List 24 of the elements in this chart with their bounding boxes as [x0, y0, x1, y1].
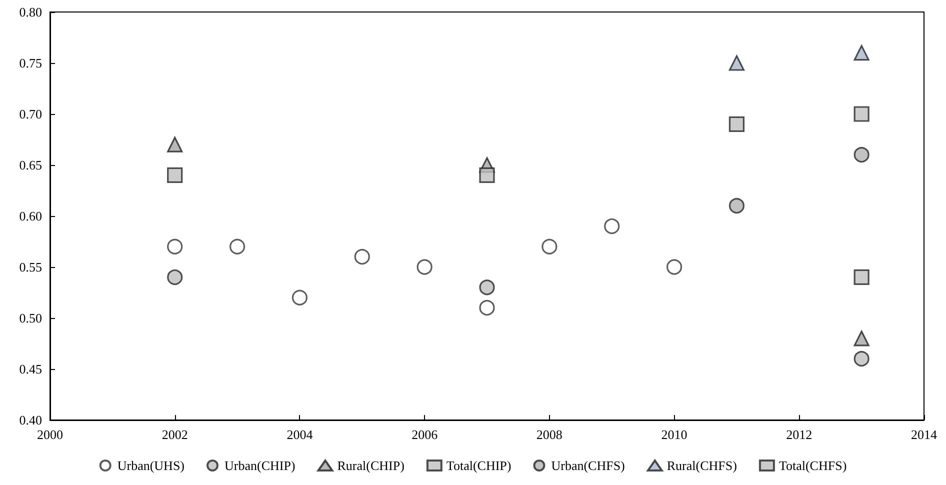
- legend-label: Total(CHFS): [778, 458, 847, 473]
- x-tick-label: 2002: [162, 427, 188, 442]
- legend-label: Rural(CHFS): [666, 458, 737, 473]
- y-tick-label: 0.50: [19, 310, 42, 326]
- legend-label: Rural(CHIP): [337, 458, 404, 473]
- y-tick-label: 0.45: [19, 362, 42, 376]
- x-tick-label: 2014: [911, 427, 938, 442]
- legend-label: Total(CHIP): [446, 458, 512, 473]
- x-tick-label: 2006: [412, 427, 438, 442]
- legend-label: Urban(CHIP): [224, 458, 296, 473]
- y-tick-label: 0.80: [19, 4, 42, 20]
- x-tick-label: 2000: [37, 427, 63, 442]
- y-tick-label: 0.75: [19, 56, 42, 70]
- y-tick-label: 0.40: [19, 412, 42, 428]
- y-tick-label: 0.55: [19, 260, 42, 274]
- legend-label: Urban(CHFS): [551, 458, 625, 473]
- y-tick-label: 0.60: [19, 208, 42, 224]
- y-tick-label: 0.65: [19, 158, 42, 172]
- x-tick-label: 2010: [661, 427, 688, 442]
- legend-label: Urban(UHS): [117, 458, 185, 473]
- x-tick-label: 2012: [786, 427, 812, 442]
- x-tick-label: 2004: [286, 427, 314, 442]
- x-tick-label: 2008: [536, 427, 562, 442]
- y-tick-label: 0.70: [19, 106, 42, 122]
